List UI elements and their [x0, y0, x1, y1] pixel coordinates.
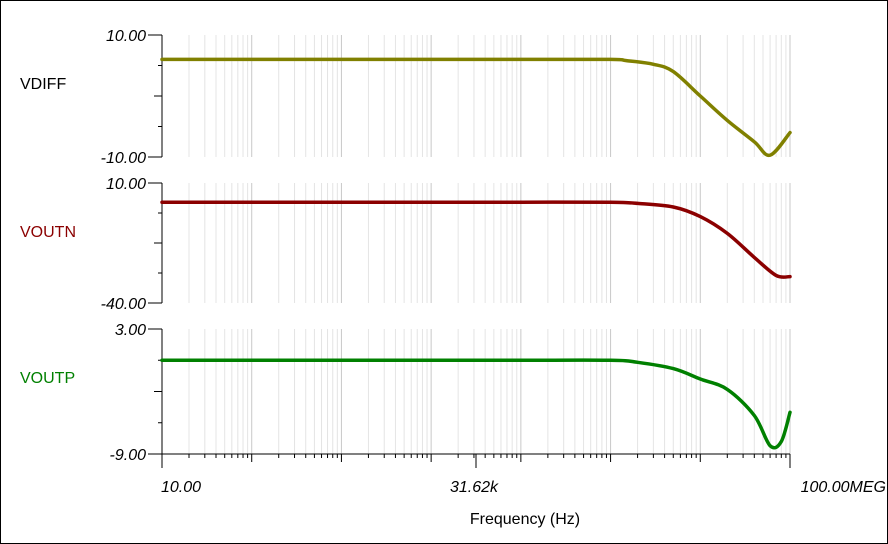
series-line-vdiff: [160, 57, 792, 158]
labels-layer: 10.00 -10.00 VDIFF 10.00 -40.00 VOUTN 3.00 -9.0…: [20, 28, 146, 464]
series-label-voutp: VOUTP: [20, 370, 75, 387]
axes-layer: [148, 34, 791, 468]
y-tick-label-top: 3.00: [115, 322, 146, 339]
series-layer: [160, 57, 792, 450]
y-tick-label-bottom: -9.00: [110, 447, 147, 464]
x-tick-label-min: 10.00: [161, 479, 201, 496]
series-label-vdiff: VDIFF: [20, 76, 66, 93]
series-line-voutp: [160, 358, 792, 450]
y-tick-label-bottom: -40.00: [101, 296, 146, 313]
series-line-voutn: [160, 200, 792, 279]
y-tick-label-bottom: -10.00: [101, 150, 146, 167]
x-tick-label-max: 100.00MEG: [801, 479, 886, 496]
x-axis-title: Frequency (Hz): [470, 511, 580, 528]
x-tick-label-mid: 31.62k: [450, 479, 499, 496]
grid-layer: [161, 35, 791, 454]
series-label-voutn: VOUTN: [20, 224, 76, 241]
y-tick-label-top: 10.00: [106, 176, 146, 193]
y-tick-label-top: 10.00: [106, 28, 146, 45]
